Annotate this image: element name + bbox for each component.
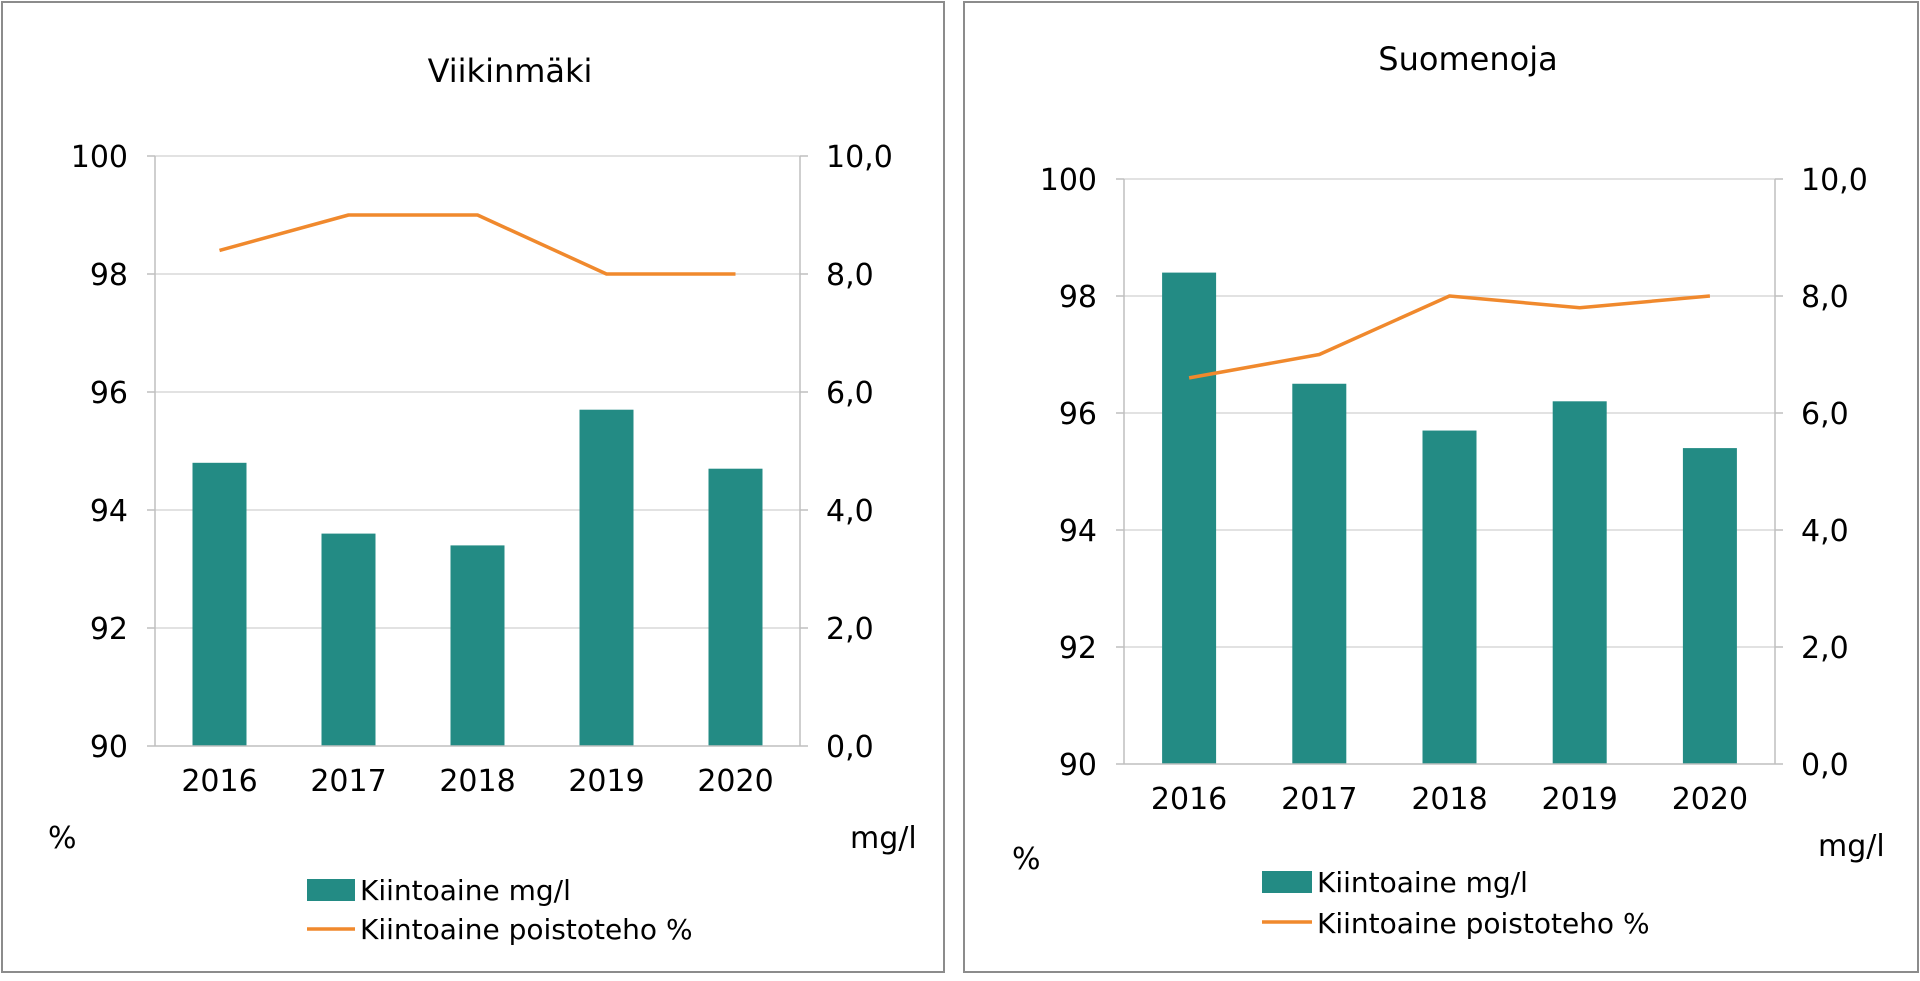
chart-frame: [1, 1, 945, 973]
line-series: [1188, 294, 1711, 380]
bar-2019: [1552, 401, 1607, 764]
left-tick-label: 94: [90, 494, 128, 529]
left-tick-label: 98: [1059, 280, 1097, 315]
bar-2016: [1162, 272, 1217, 764]
right-tick-label: 0,0: [1801, 748, 1849, 783]
right-tick-label: 10,0: [826, 140, 893, 175]
bar-series: [1162, 272, 1737, 764]
left-tick-label: 100: [71, 140, 128, 175]
right-axis-unit: mg/l: [850, 821, 917, 856]
x-tick-label-2017: 2017: [1281, 782, 1357, 817]
x-tick-label-2019: 2019: [1542, 782, 1618, 817]
left-tick-label: 100: [1040, 163, 1097, 198]
legend: Kiintoaine mg/l Kiintoaine poistoteho %: [1262, 866, 1650, 940]
legend: Kiintoaine mg/l Kiintoaine poistoteho %: [307, 874, 693, 946]
right-axis-ticks: 0,0 2,0 4,0 6,0 8,0 10,0: [800, 140, 893, 765]
bar-2016: [192, 462, 247, 746]
right-tick-label: 8,0: [1801, 280, 1849, 315]
x-tick-label-2017: 2017: [310, 764, 386, 799]
x-tick-label-2016: 2016: [1151, 782, 1227, 817]
axes: [1123, 179, 1776, 765]
left-axis-ticks: 90 92 94 96 98 100: [1040, 163, 1124, 783]
x-axis-ticks: 2016 2017 2018 2019 2020: [181, 764, 773, 799]
bar-2018: [1422, 430, 1477, 764]
x-tick-label-2018: 2018: [1411, 782, 1487, 817]
x-axis-ticks: 2016 2017 2018 2019 2020: [1151, 782, 1748, 817]
left-tick-label: 96: [1059, 397, 1097, 432]
left-tick-label: 96: [90, 376, 128, 411]
chart-panel-viikinmaki: Viikinmäki 90 92 94 96 98 100 0,0 2,0 4,0 6,0 8,0…: [1, 1, 945, 973]
bar-2020: [708, 468, 763, 746]
right-tick-label: 4,0: [1801, 514, 1849, 549]
x-tick-label-2019: 2019: [568, 764, 644, 799]
x-tick-label-2020: 2020: [1672, 782, 1748, 817]
left-axis-ticks: 90 92 94 96 98 100: [71, 140, 155, 765]
legend-label-line: Kiintoaine poistoteho %: [1317, 907, 1650, 940]
left-tick-label: 94: [1059, 514, 1097, 549]
chart-panel-suomenoja: Suomenoja 90 92 94 96 98 100 0,0 2,0 4,0 6,0 8,0 1…: [963, 1, 1919, 973]
x-tick-label-2020: 2020: [697, 764, 773, 799]
left-tick-label: 90: [1059, 748, 1097, 783]
left-tick-label: 92: [1059, 631, 1097, 666]
left-tick-label: 90: [90, 730, 128, 765]
right-tick-label: 2,0: [826, 612, 874, 647]
chart-title: Viikinmäki: [428, 52, 593, 90]
legend-label-bar: Kiintoaine mg/l: [360, 874, 571, 907]
legend-label-bar: Kiintoaine mg/l: [1317, 866, 1528, 899]
right-axis-unit: mg/l: [1818, 829, 1885, 864]
bar-2017: [1292, 383, 1347, 764]
bar-2017: [321, 533, 376, 746]
bar-series: [192, 409, 763, 746]
legend-label-line: Kiintoaine poistoteho %: [360, 913, 693, 946]
right-tick-label: 2,0: [1801, 631, 1849, 666]
line-series: [219, 213, 736, 276]
bar-2018: [450, 545, 505, 746]
right-tick-label: 8,0: [826, 258, 874, 293]
left-axis-unit: %: [1012, 842, 1041, 877]
right-tick-label: 6,0: [1801, 397, 1849, 432]
bar-2020: [1682, 448, 1737, 764]
left-axis-unit: %: [48, 821, 77, 856]
right-tick-label: 6,0: [826, 376, 874, 411]
right-axis-ticks: 0,0 2,0 4,0 6,0 8,0 10,0: [1775, 163, 1868, 783]
right-tick-label: 0,0: [826, 730, 874, 765]
left-tick-label: 98: [90, 258, 128, 293]
bar-2019: [579, 409, 634, 746]
left-tick-label: 92: [90, 612, 128, 647]
legend-swatch-bar: [307, 879, 355, 901]
x-tick-label-2018: 2018: [439, 764, 515, 799]
axes: [154, 156, 801, 747]
right-tick-label: 4,0: [826, 494, 874, 529]
right-tick-label: 10,0: [1801, 163, 1868, 198]
chart-title: Suomenoja: [1378, 40, 1557, 78]
legend-swatch-bar: [1262, 871, 1312, 893]
x-tick-label-2016: 2016: [181, 764, 257, 799]
